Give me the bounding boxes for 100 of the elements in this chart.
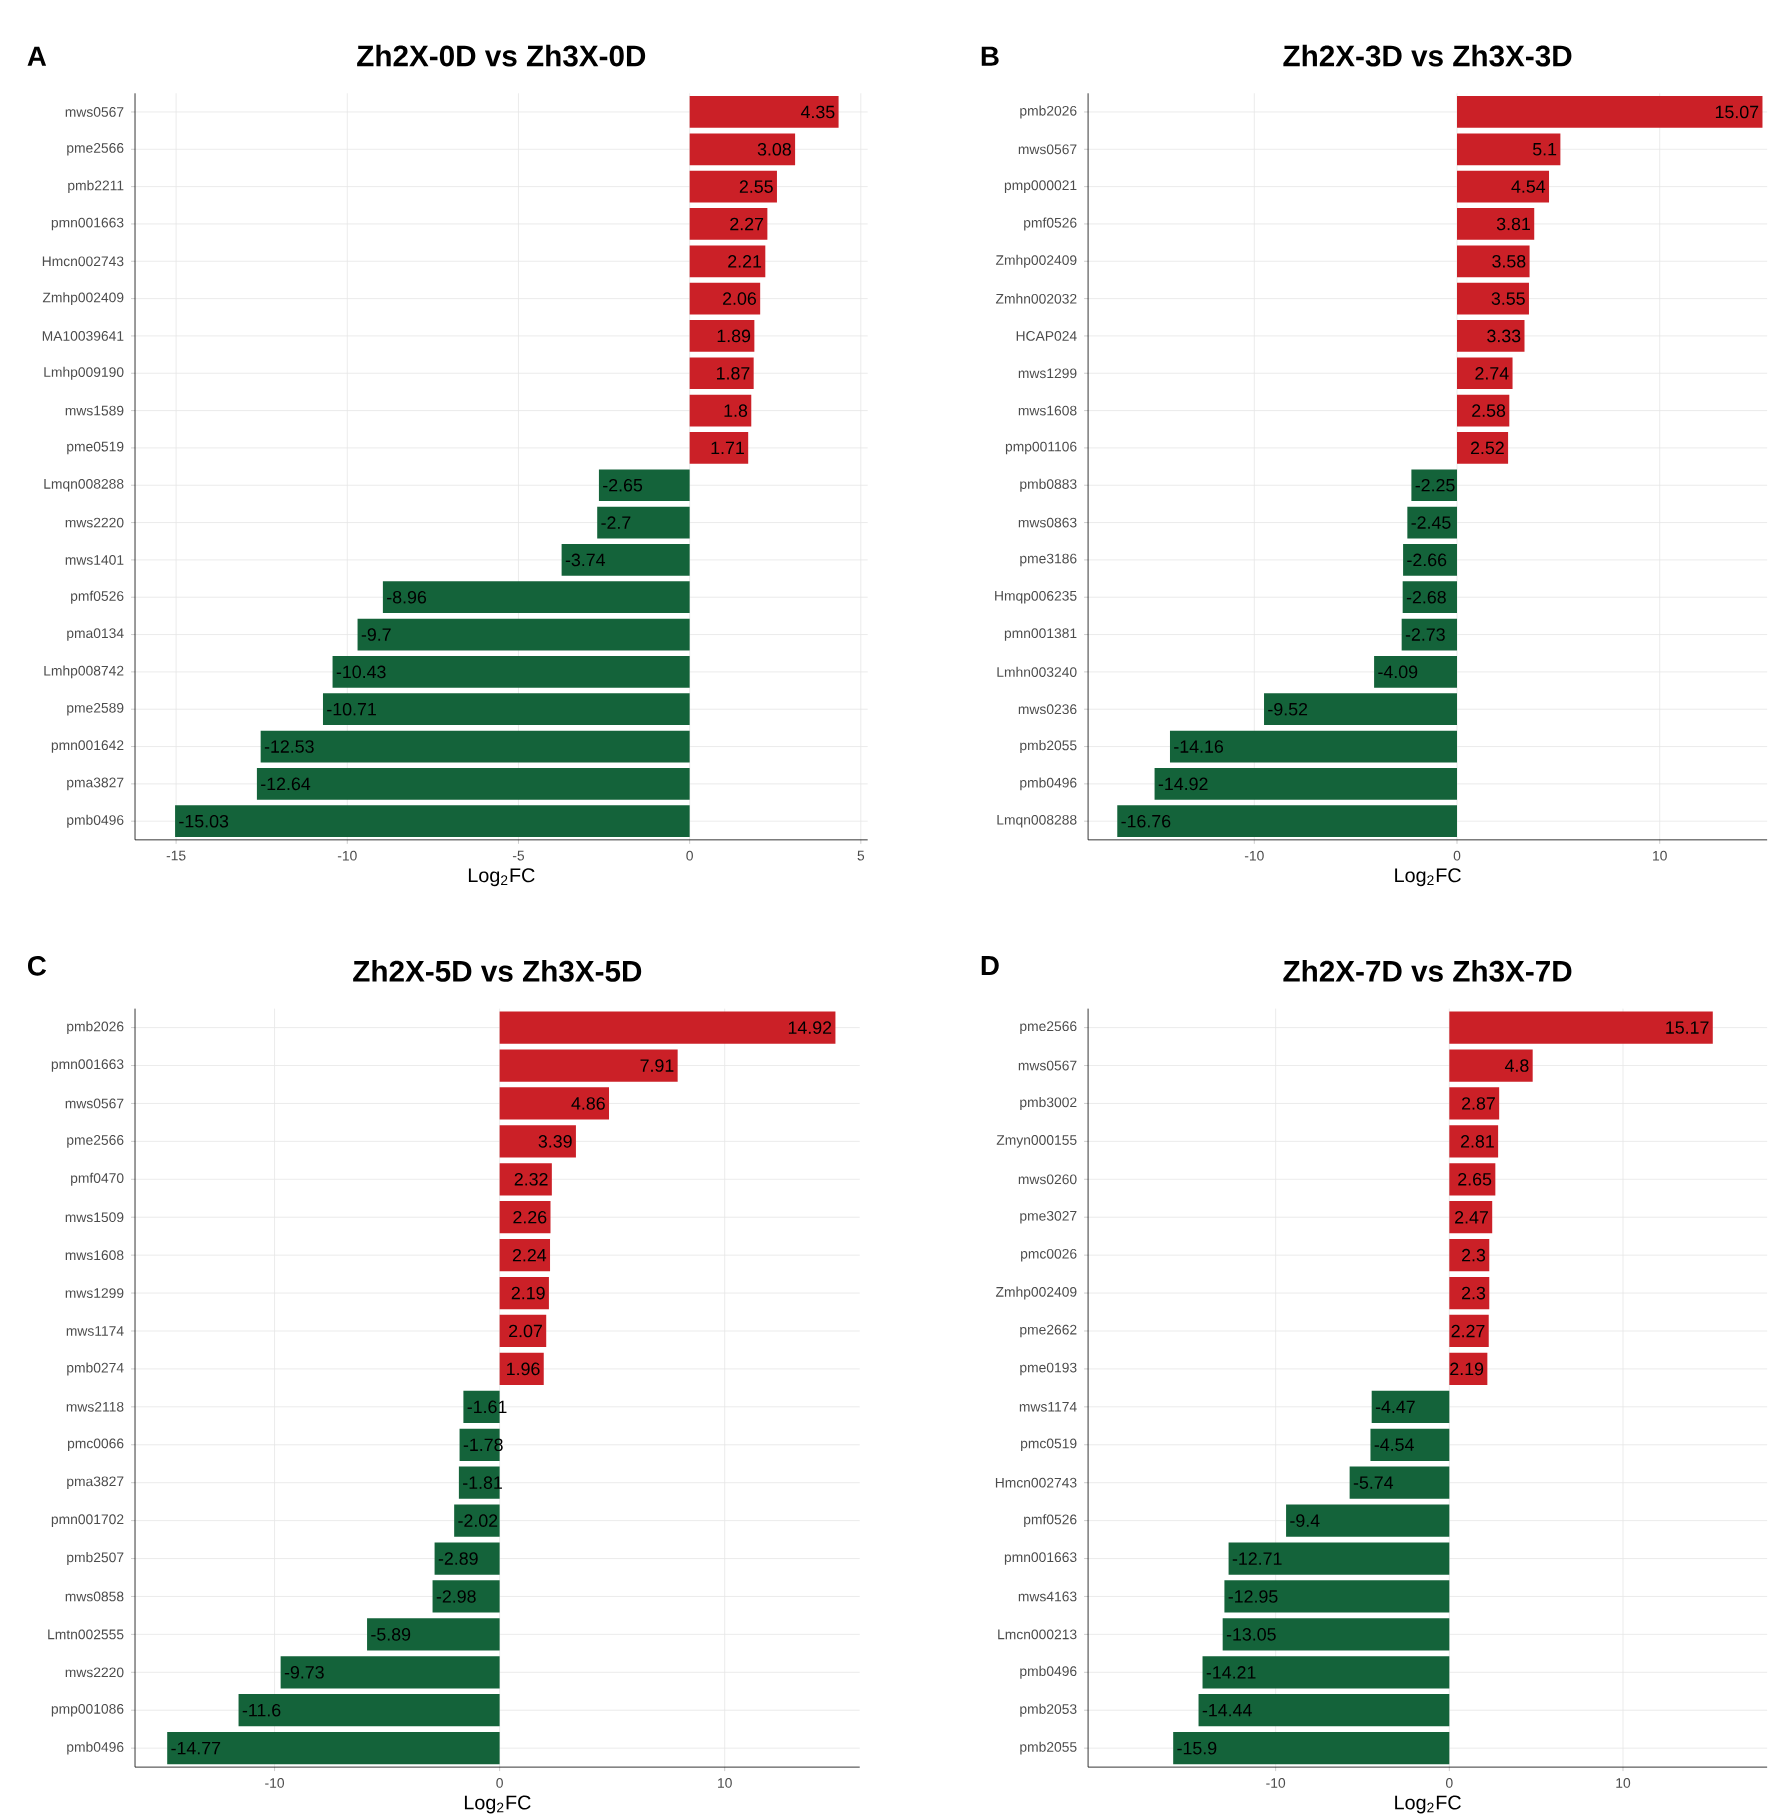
data-label: 2.58	[1472, 404, 1506, 417]
bar	[500, 1125, 577, 1158]
data-label: -5.89	[371, 1628, 411, 1641]
bar	[1457, 96, 1763, 128]
data-label: -5.74	[1354, 1476, 1394, 1489]
data-label: 2.55	[740, 180, 774, 193]
bar	[500, 1314, 547, 1348]
data-label: 7.91	[641, 1059, 674, 1072]
data-label: -2.7	[601, 516, 631, 529]
data-label: 2.65	[1458, 1172, 1492, 1186]
data-label: 4.86	[571, 1097, 606, 1110]
data-label: 2.19	[1450, 1362, 1484, 1376]
bar	[1457, 282, 1530, 315]
data-label: -2.98	[437, 1590, 477, 1603]
x-axis-title: Log$_{2}$FC	[469, 868, 536, 887]
data-label: -9.7	[362, 628, 392, 641]
text: D	[982, 956, 1000, 976]
bar	[1229, 1542, 1450, 1575]
bar	[1224, 1580, 1450, 1613]
data-label: -10.71	[327, 702, 377, 716]
data-label: -2.02	[458, 1514, 498, 1527]
data-label: 15.17	[1666, 1021, 1709, 1034]
bar	[562, 544, 691, 576]
text: C	[28, 956, 47, 976]
data-label: -12.71	[1233, 1552, 1283, 1565]
data-label: 1.87	[717, 366, 750, 380]
chart-title: Zh2X-0D vs Zh3X-0D	[357, 44, 646, 67]
data-label: 4.54	[1511, 180, 1546, 193]
bar	[500, 1087, 610, 1120]
bar	[1203, 1656, 1450, 1689]
bar	[281, 1656, 501, 1689]
data-label: -9.73	[285, 1665, 325, 1679]
bar	[383, 581, 691, 614]
x-axis-title: Log$_{2}$FC	[1395, 1795, 1462, 1814]
bar	[1449, 1163, 1496, 1196]
bar	[1457, 170, 1550, 203]
bar	[1372, 1390, 1450, 1423]
data-label: -12.53	[265, 740, 315, 753]
bar	[1449, 1049, 1534, 1082]
data-label: -15.9	[1177, 1741, 1217, 1755]
bar	[500, 1011, 836, 1044]
bar	[1403, 581, 1458, 614]
data-label: -4.54	[1375, 1438, 1415, 1451]
data-label: 2.3	[1462, 1286, 1486, 1300]
bar	[599, 469, 691, 502]
bar	[500, 1352, 545, 1386]
data-label: -2.68	[1407, 590, 1447, 604]
data-label: 14.92	[789, 1021, 832, 1034]
x-axis-title: Log$_{2}$FC	[1395, 868, 1462, 887]
bar	[1449, 1011, 1714, 1044]
x-axis-title: Log$_{2}$FC	[465, 1795, 532, 1814]
data-label: 1.96	[507, 1362, 541, 1376]
bar	[433, 1580, 501, 1613]
bar	[1457, 432, 1509, 464]
bar	[690, 96, 840, 128]
data-label: -3.74	[566, 553, 606, 567]
bar	[690, 357, 755, 390]
bar	[690, 245, 766, 278]
data-label: 1.89	[718, 329, 751, 343]
data-label: -12.64	[261, 777, 311, 791]
data-label: 2.27	[1452, 1324, 1485, 1338]
data-label: 15.07	[1716, 105, 1759, 119]
data-label: 1.71	[712, 441, 745, 455]
chart-title: Zh2X-5D vs Zh3X-5D	[353, 960, 642, 982]
data-label: -10.43	[337, 665, 387, 679]
bar	[1286, 1504, 1450, 1537]
data-label: 3.39	[539, 1135, 573, 1148]
data-label: 5.1	[1533, 143, 1557, 156]
text: B	[982, 46, 1000, 66]
bar	[333, 656, 691, 688]
bar	[1457, 245, 1531, 278]
data-label: 2.81	[1461, 1135, 1495, 1148]
bar	[1449, 1087, 1500, 1120]
data-label: -9.4	[1290, 1514, 1321, 1527]
bar	[1449, 1125, 1499, 1158]
bar	[690, 320, 755, 352]
chart-title: Zh2X-3D vs Zh3X-3D	[1283, 44, 1572, 67]
bar	[1411, 469, 1458, 502]
bar	[1170, 730, 1458, 763]
bar	[1449, 1201, 1493, 1234]
data-label: -4.47	[1376, 1400, 1416, 1413]
bar	[690, 170, 778, 203]
data-label: -2.45	[1411, 516, 1452, 529]
bar	[690, 133, 796, 166]
data-label: -2.25	[1416, 478, 1456, 492]
bar	[367, 1618, 501, 1651]
bar	[500, 1049, 679, 1082]
data-label: -2.65	[603, 478, 643, 492]
bar	[1407, 506, 1458, 539]
data-label: 3.33	[1487, 329, 1521, 343]
bar	[1264, 693, 1458, 726]
data-label: 4.8	[1505, 1059, 1529, 1072]
data-label: -14.92	[1159, 777, 1208, 791]
data-label: -13.05	[1227, 1628, 1277, 1641]
bar	[690, 394, 752, 427]
data-label: -9.52	[1268, 702, 1308, 716]
bar	[1449, 1314, 1490, 1348]
bar	[1457, 357, 1514, 390]
bar	[500, 1201, 551, 1234]
data-label: 2.32	[515, 1172, 549, 1186]
